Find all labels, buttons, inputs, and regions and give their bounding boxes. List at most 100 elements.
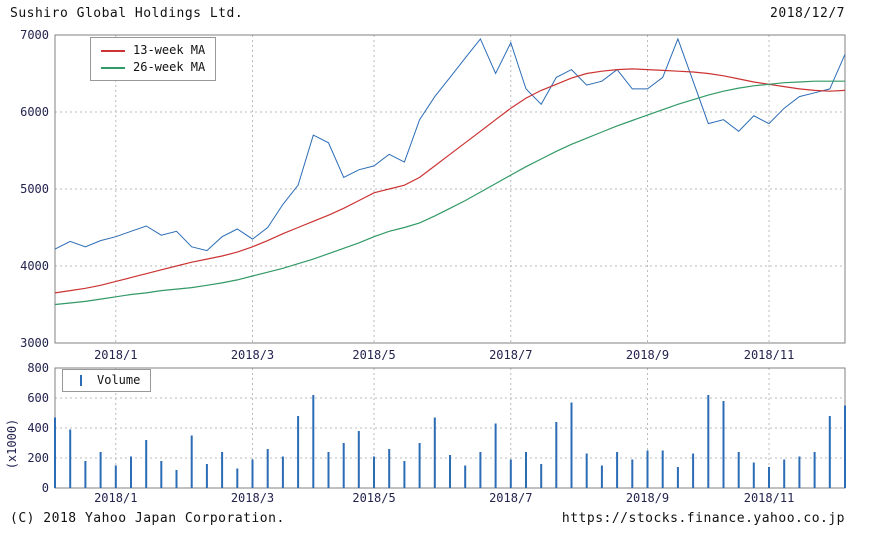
- volume-bar: [509, 459, 512, 488]
- volume-bar: [236, 468, 239, 488]
- x-tick-label: 2018/1: [94, 348, 137, 360]
- volume-bar: [297, 416, 300, 488]
- chart-header: Sushiro Global Holdings Ltd. 2018/12/7: [0, 6, 870, 21]
- volume-bar: [464, 465, 467, 488]
- volume-bar: [221, 452, 224, 488]
- volume-bar: [312, 395, 315, 488]
- volume-bar: [388, 449, 391, 488]
- ma13-line: [54, 68, 846, 294]
- volume-bar: [114, 465, 117, 488]
- plot-border: [54, 34, 846, 344]
- legend-item-volume: Volume: [73, 372, 140, 389]
- volume-chart-legend: Volume: [62, 369, 152, 392]
- y-tick-label: 400: [27, 421, 49, 435]
- x-tick-label: 2018/7: [489, 348, 532, 360]
- y-tick-label: 3000: [20, 336, 49, 350]
- x-tick-label: 2018/3: [231, 491, 274, 505]
- x-tick-label: 2018/3: [231, 348, 274, 360]
- volume-bar: [646, 450, 649, 488]
- volume-bar: [494, 423, 497, 488]
- volume-bar: [783, 459, 786, 488]
- price-chart: 3000 4000 5000 6000 7000 2018/1 2018/3 2018/5 20…: [20, 30, 846, 360]
- y-tick-label: 200: [27, 451, 49, 465]
- volume-bar: [798, 456, 801, 488]
- x-tick-label: 2018/5: [352, 348, 395, 360]
- volume-bar: [631, 459, 634, 488]
- volume-bar: [266, 449, 269, 488]
- volume-bar: [449, 455, 451, 488]
- volume-bar: [281, 456, 284, 488]
- volume-bar: [145, 440, 148, 488]
- volume-bar: [722, 401, 725, 488]
- volume-bar: [433, 417, 436, 488]
- volume-bar: [737, 452, 740, 488]
- volume-bar: [403, 461, 406, 488]
- volume-legend-label: Volume: [97, 373, 141, 387]
- volume-bar: [692, 453, 695, 488]
- x-tick-label: 2018/9: [626, 348, 669, 360]
- volume-bar: [54, 417, 56, 488]
- volume-bar: [130, 456, 132, 488]
- volume-bar: [357, 431, 360, 488]
- volume-bar: [327, 452, 330, 488]
- x-tick-label: 2018/5: [352, 491, 395, 505]
- volume-bar: [99, 452, 102, 488]
- volume-bar: [707, 395, 710, 488]
- volume-bar: [768, 467, 770, 488]
- volume-bar: [69, 429, 72, 488]
- x-tick-label: 2018/11: [744, 491, 795, 505]
- legend-item-ma26: 26-week MA: [101, 59, 205, 76]
- volume-bar-sample: [80, 375, 82, 386]
- volume-bar: [585, 453, 588, 488]
- ma26-line: [54, 80, 845, 306]
- volume-bar: [418, 443, 421, 488]
- volume-bar: [373, 456, 375, 488]
- y-tick-label: 6000: [20, 105, 49, 119]
- volume-bar: [616, 452, 619, 488]
- y-tick-label: 600: [27, 391, 49, 405]
- page-title: Sushiro Global Holdings Ltd.: [10, 6, 244, 21]
- y-tick-label: 7000: [20, 30, 49, 42]
- x-tick-label: 2018/7: [489, 491, 532, 505]
- legend-item-ma13: 13-week MA: [101, 42, 205, 59]
- volume-bar: [84, 461, 87, 488]
- volume-bar: [828, 416, 831, 488]
- copyright-text: (C) 2018 Yahoo Japan Corporation.: [10, 511, 285, 526]
- volume-bar: [555, 422, 558, 488]
- y-tick-label: 800: [27, 363, 49, 375]
- volume-bar: [570, 402, 573, 488]
- volume-bar: [205, 464, 208, 488]
- price-line: [54, 37, 846, 252]
- volume-bar: [190, 435, 193, 488]
- price-chart-legend: 13-week MA 26-week MA: [90, 37, 217, 81]
- volume-bar: [479, 452, 482, 488]
- ma13-legend-label: 13-week MA: [133, 43, 206, 57]
- volume-bar: [160, 461, 163, 488]
- y-tick-label: 5000: [20, 182, 49, 196]
- x-tick-label: 2018/1: [94, 491, 137, 505]
- volume-bar: [813, 452, 816, 488]
- ma26-line-sample: [101, 66, 125, 69]
- volume-y-axis-label: (x1000): [5, 418, 19, 470]
- y-tick-label: 4000: [20, 259, 49, 273]
- ma26-legend-label: 26-week MA: [133, 60, 206, 74]
- volume-bar: [844, 405, 846, 488]
- source-url-link[interactable]: https://stocks.finance.yahoo.co.jp: [561, 511, 845, 526]
- volume-bar: [251, 459, 254, 488]
- x-tick-label: 2018/9: [626, 491, 669, 505]
- ma13-line-sample: [101, 49, 125, 52]
- volume-bar: [525, 452, 527, 488]
- volume-bar: [600, 465, 603, 488]
- chart-footer: (C) 2018 Yahoo Japan Corporation. https:…: [0, 511, 870, 526]
- volume-bar: [676, 467, 679, 488]
- volume-bar: [752, 462, 755, 488]
- chart-date: 2018/12/7: [770, 6, 845, 21]
- volume-bars: [54, 395, 846, 488]
- volume-bar: [661, 450, 664, 488]
- volume-bar: [175, 470, 178, 488]
- y-tick-label: 0: [42, 481, 49, 495]
- x-tick-label: 2018/11: [744, 348, 795, 360]
- volume-bar: [342, 443, 345, 488]
- volume-bar: [540, 464, 543, 488]
